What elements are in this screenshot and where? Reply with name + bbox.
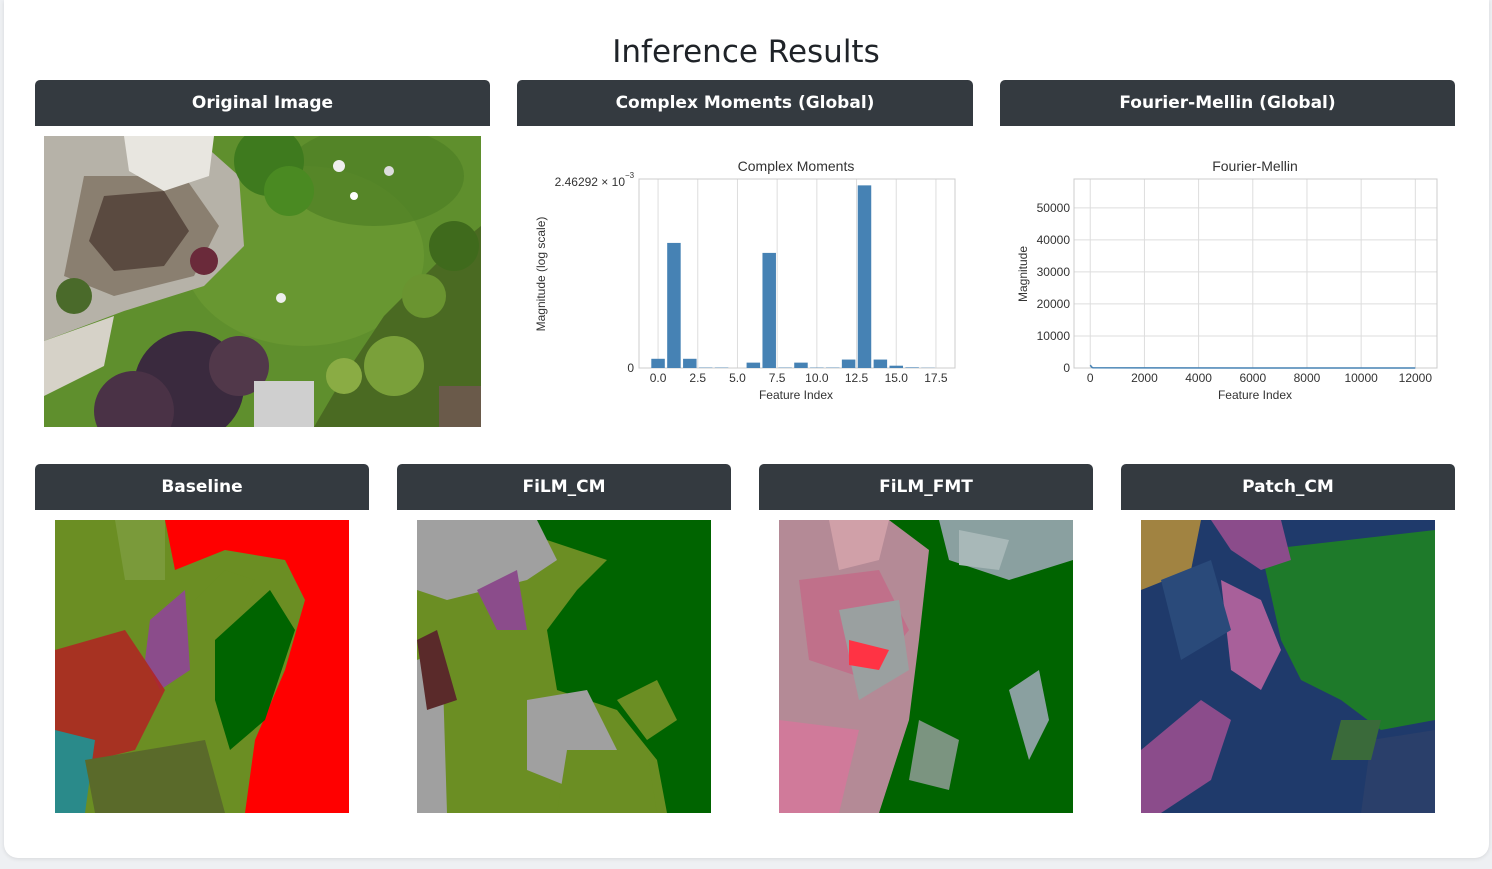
cm-x-ticks: 0.0 2.5 5.0 7.5 10.0 12.5 15.0 17.5 [650, 371, 948, 385]
fm-series-line [1089, 364, 1416, 369]
original-image [44, 136, 481, 427]
fm-x-ticks: 0 2000 4000 6000 8000 10000 12000 [1087, 371, 1432, 385]
cm-plot-frame [638, 178, 956, 369]
patch-cm-header: Patch_CM [1121, 464, 1455, 510]
cm-bar [667, 242, 681, 368]
cm-bar [841, 359, 856, 368]
cm-xtick-label: 5.0 [729, 371, 746, 385]
cm-xtick-label: 12.5 [845, 371, 869, 385]
cm-xtick-label: 17.5 [924, 371, 948, 385]
fm-grid [1074, 179, 1437, 369]
cm-bar [905, 367, 919, 368]
fm-ytick-label: 40000 [1037, 233, 1071, 247]
fm-ytick-label: 20000 [1037, 297, 1071, 311]
film-fmt-header: FiLM_FMT [759, 464, 1093, 510]
cm-ytick-top: 2.46292 × 10 [555, 175, 626, 189]
fm-ytick-label: 0 [1063, 361, 1070, 375]
baseline-header: Baseline [35, 464, 369, 510]
cm-xtick-label: 7.5 [769, 371, 786, 385]
patch-cm-segmentation-image [1141, 520, 1435, 813]
page-title: Inference Results [612, 34, 880, 70]
fm-xtick-label: 2000 [1131, 371, 1158, 385]
cm-bar [873, 359, 888, 368]
cm-bar [683, 358, 697, 368]
cm-bar [889, 365, 903, 368]
cm-bar [746, 362, 761, 368]
cm-grid [639, 178, 955, 368]
cm-xtick-label: 2.5 [689, 371, 706, 385]
cm-bar [794, 362, 808, 368]
cm-xtick-label: 0.0 [650, 371, 667, 385]
complex-moments-header: Complex Moments (Global) [517, 80, 973, 126]
cm-bar [651, 358, 665, 368]
cm-title: Complex Moments [738, 158, 855, 174]
baseline-segmentation-image [55, 520, 349, 813]
fourier-mellin-header: Fourier-Mellin (Global) [1000, 80, 1455, 126]
cm-bars [651, 185, 935, 368]
film-fmt-segmentation-image [779, 520, 1073, 813]
fm-xtick-label: 4000 [1185, 371, 1212, 385]
fm-xtick-label: 10000 [1344, 371, 1378, 385]
film-cm-segmentation-image [417, 520, 711, 813]
film-cm-header: FiLM_CM [397, 464, 731, 510]
fm-xtick-label: 8000 [1294, 371, 1321, 385]
cm-ytick-zero: 0 [627, 361, 634, 375]
complex-moments-chart: 0.0 2.5 5.0 7.5 10.0 12.5 15.0 17.5 Complex Mom… [534, 158, 956, 402]
fourier-mellin-chart: 0 2000 4000 6000 8000 10000 12000 0 10000 20000 3… [1016, 158, 1438, 402]
cm-xtick-label: 10.0 [805, 371, 829, 385]
fm-ytick-label: 50000 [1037, 201, 1071, 215]
fm-xtick-label: 12000 [1399, 371, 1433, 385]
fm-ytick-label: 10000 [1037, 329, 1071, 343]
fm-xlabel: Feature Index [1218, 388, 1292, 402]
cm-xtick-label: 15.0 [885, 371, 909, 385]
fm-xtick-label: 6000 [1239, 371, 1266, 385]
cm-xlabel: Feature Index [759, 388, 833, 402]
cm-ytick-top-exponent: −3 [625, 171, 635, 180]
fm-xtick-label: 0 [1087, 371, 1094, 385]
fm-ylabel: Magnitude [1016, 246, 1030, 302]
cm-bar [762, 252, 776, 368]
fm-title: Fourier-Mellin [1212, 158, 1298, 174]
fm-ytick-label: 30000 [1037, 265, 1071, 279]
fm-y-ticks: 0 10000 20000 30000 40000 50000 [1037, 201, 1071, 375]
cm-bar [857, 185, 872, 368]
original-image-header: Original Image [35, 80, 490, 126]
cm-ylabel: Magnitude (log scale) [534, 217, 548, 332]
